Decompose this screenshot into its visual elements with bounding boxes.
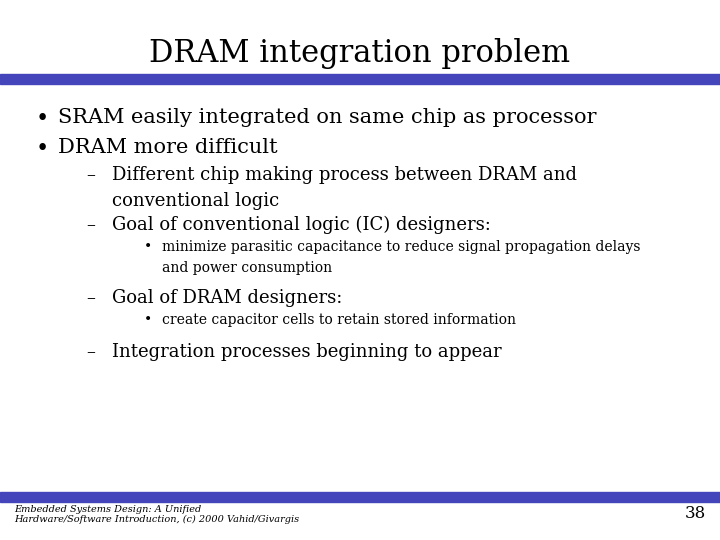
Text: conventional logic: conventional logic	[112, 192, 279, 210]
Text: –: –	[86, 289, 95, 307]
Text: –: –	[86, 343, 95, 361]
Text: Embedded Systems Design: A Unified
Hardware/Software Introduction, (c) 2000 Vahi: Embedded Systems Design: A Unified Hardw…	[14, 505, 300, 524]
Text: minimize parasitic capacitance to reduce signal propagation delays: minimize parasitic capacitance to reduce…	[162, 240, 641, 254]
Text: Goal of conventional logic (IC) designers:: Goal of conventional logic (IC) designer…	[112, 216, 490, 234]
Text: •: •	[144, 313, 152, 327]
Text: DRAM integration problem: DRAM integration problem	[150, 38, 570, 69]
Bar	[0, 74, 720, 84]
Text: –: –	[86, 216, 95, 234]
Text: DRAM more difficult: DRAM more difficult	[58, 138, 277, 157]
Text: and power consumption: and power consumption	[162, 261, 332, 275]
Text: •: •	[144, 240, 152, 254]
Text: •: •	[36, 138, 49, 160]
Text: •: •	[36, 108, 49, 130]
Text: Integration processes beginning to appear: Integration processes beginning to appea…	[112, 343, 501, 361]
Text: –: –	[86, 166, 95, 184]
Text: SRAM easily integrated on same chip as processor: SRAM easily integrated on same chip as p…	[58, 108, 596, 127]
Text: create capacitor cells to retain stored information: create capacitor cells to retain stored …	[162, 313, 516, 327]
Text: 38: 38	[684, 505, 706, 522]
Text: Different chip making process between DRAM and: Different chip making process between DR…	[112, 166, 577, 184]
Text: Goal of DRAM designers:: Goal of DRAM designers:	[112, 289, 342, 307]
Bar	[0, 492, 720, 502]
